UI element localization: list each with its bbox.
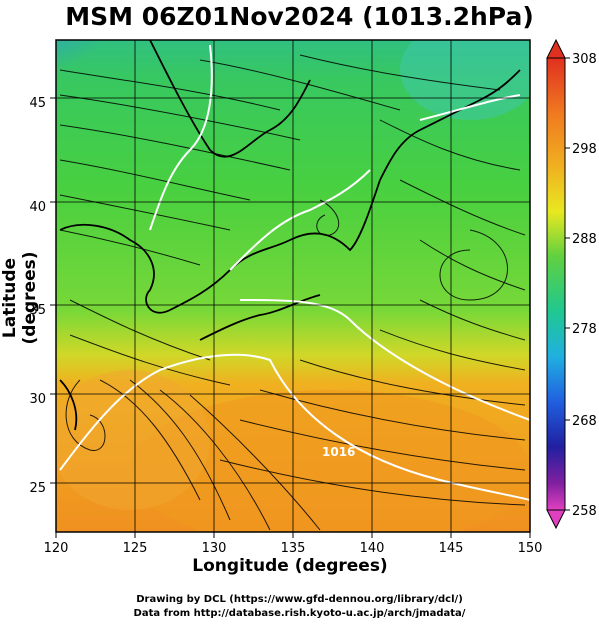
y-tick-label: 35: [29, 303, 46, 318]
colorbar-bottom-arrow: [546, 509, 566, 530]
colorbar-tick-label: 258: [572, 504, 597, 519]
wind-streamlines: [59, 54, 526, 531]
y-tick-label: 45: [29, 96, 46, 111]
x-tick-label: 130: [202, 541, 227, 556]
x-tick-label: 140: [360, 541, 385, 556]
tick-marks: [50, 97, 531, 538]
isobar-label: 1016: [322, 445, 355, 459]
chart-title: MSM 06Z01Nov2024 (1013.2hPa): [65, 2, 534, 31]
y-tick-label: 25: [29, 481, 46, 496]
y-tick-label: 30: [29, 392, 46, 407]
y-tick-labels: 25 30 35 40 45: [29, 96, 46, 496]
x-tick-label: 135: [281, 541, 306, 556]
colorbar: 308 298 288 278 268 258: [546, 38, 597, 530]
y-axis-label: Latitude (degrees): [0, 251, 40, 345]
colorbar-tick-label: 278: [572, 322, 597, 337]
x-tick-label: 120: [44, 541, 69, 556]
x-tick-label: 125: [123, 541, 148, 556]
x-axis-label: Longitude (degrees): [192, 556, 388, 576]
colorbar-tick-label: 308: [572, 52, 597, 67]
colorbar-tick-label: 298: [572, 142, 597, 157]
colorbar-top-arrow: [546, 38, 566, 59]
credit-line-data: Data from http://database.rish.kyoto-u.a…: [133, 608, 466, 619]
x-tick-label: 145: [439, 541, 464, 556]
x-tick-labels: 120 125 130 135 140 145 150: [44, 541, 543, 556]
colorbar-scale: [546, 57, 566, 511]
credit-line-dcl: Drawing by DCL (https://www.gfd-dennou.o…: [136, 594, 463, 605]
map-grid: [56, 40, 530, 532]
y-tick-label: 40: [29, 200, 46, 215]
colorbar-tick-label: 288: [572, 232, 597, 247]
colorbar-tick-label: 268: [572, 414, 597, 429]
x-tick-label: 150: [518, 541, 543, 556]
coastlines: [59, 40, 521, 431]
